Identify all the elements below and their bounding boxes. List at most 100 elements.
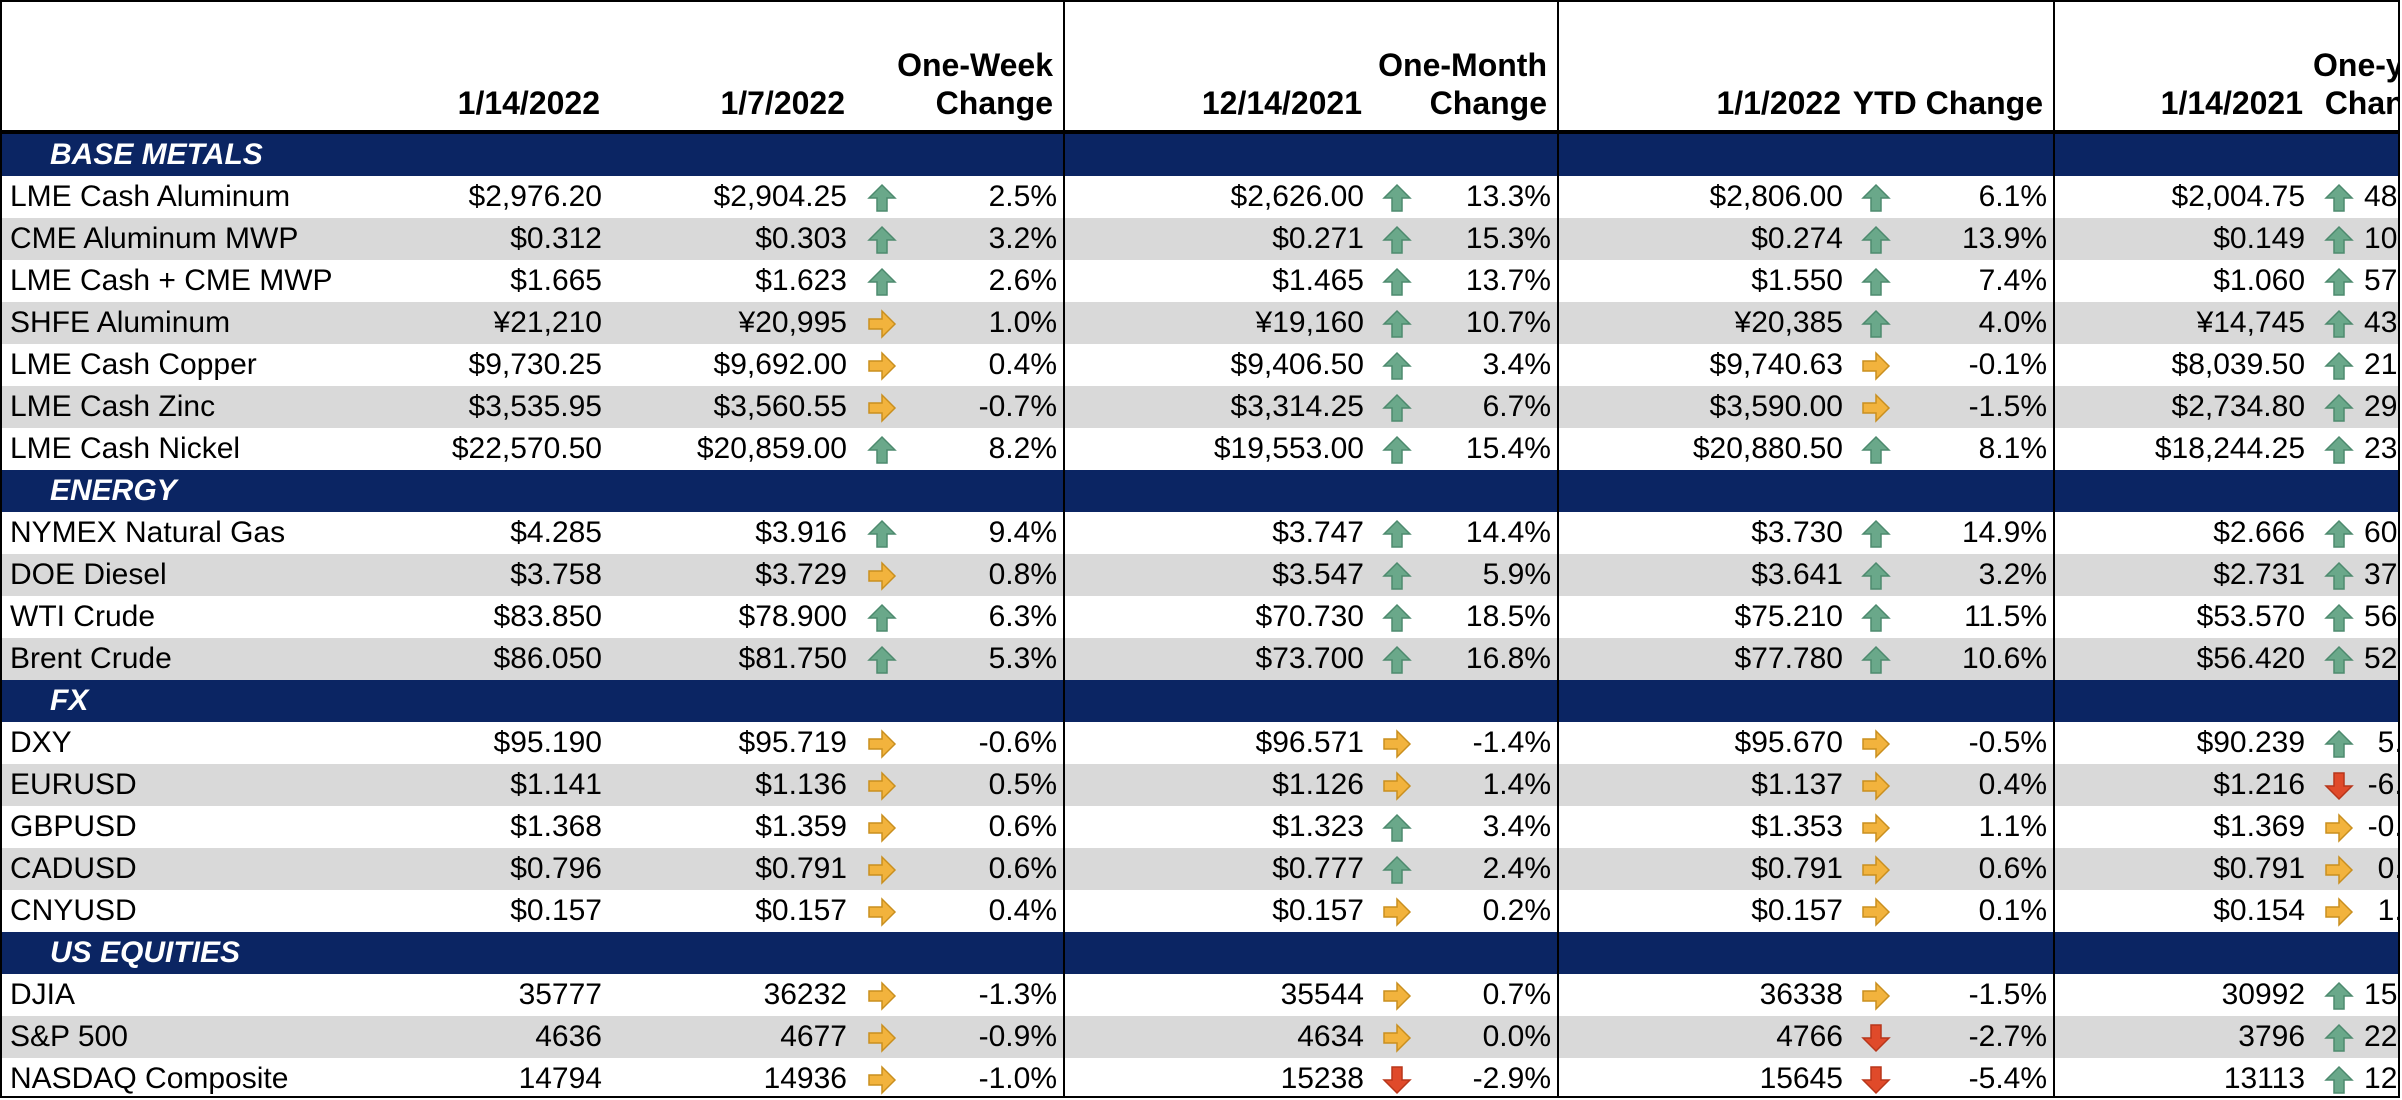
arrow-up-icon [1382, 519, 1412, 549]
arrow-right-icon [2324, 897, 2354, 927]
arrow-up-icon [1382, 435, 1412, 465]
value-prior-year: $0.791 [2053, 848, 2314, 890]
row-label: S&P 500 [2, 1016, 375, 1058]
change-indicator-cell [2313, 176, 2364, 218]
section-header-row: BASE METALS [2, 132, 2398, 176]
value-year-start: $0.157 [1557, 890, 1851, 932]
section-fill [1556, 680, 2055, 722]
arrow-up-icon [2323, 435, 2354, 465]
change-indicator-cell [2313, 764, 2365, 806]
ytd-change: 3.2% [1901, 554, 2055, 596]
one-month-change: 0.0% [1422, 1016, 1558, 1058]
value-current: ¥21,210 [375, 302, 610, 344]
change-indicator-cell [1372, 848, 1422, 890]
arrow-up-icon [1861, 225, 1891, 255]
change-indicator-cell [1851, 554, 1901, 596]
change-indicator-cell [1851, 344, 1901, 386]
change-indicator-cell [1851, 1058, 1901, 1096]
arrow-up-icon [2323, 1065, 2354, 1095]
ytd-change: 14.9% [1961, 516, 2048, 549]
value-year-start: $3.641 [1557, 554, 1851, 596]
value-current: $1.368 [510, 810, 602, 843]
value-prior-year: $0.149 [2053, 218, 2314, 260]
change-indicator-cell [1372, 638, 1422, 680]
change-indicator-cell [1851, 302, 1901, 344]
arrow-up-icon [1382, 813, 1412, 843]
change-indicator-cell [1372, 806, 1422, 848]
arrow-right-icon [1382, 729, 1412, 759]
arrow-up-icon [867, 603, 897, 633]
table-row: LME Cash Copper $9,730.25 $9,692.00 0.4% $9,… [2, 344, 2398, 386]
change-indicator-cell [855, 764, 909, 806]
table-row: LME Cash + CME MWP $1.665 $1.623 2.6% $1.465… [2, 260, 2398, 302]
change-indicator-cell [1372, 596, 1422, 638]
arrow-down-icon [1382, 1065, 1412, 1095]
change-indicator-cell [1372, 260, 1422, 302]
value-prior-week: $2,904.25 [713, 180, 847, 213]
arrow-right-icon [1861, 813, 1891, 843]
change-indicator-cell [855, 176, 909, 218]
arrow-right-icon [1861, 897, 1891, 927]
row-label: GBPUSD [10, 810, 137, 843]
arrow-right-icon [2324, 813, 2354, 843]
arrow-up-icon [1861, 519, 1891, 549]
arrow-right-icon [1382, 981, 1412, 1011]
section-fill [1063, 132, 1558, 176]
arrow-up-icon [1861, 309, 1891, 339]
header-date-prior-month: 12/14/2021 [1063, 2, 1372, 132]
change-indicator-cell [1851, 596, 1901, 638]
value-year-start: $2,806.00 [1557, 176, 1851, 218]
value-current: $1.665 [510, 264, 602, 297]
value-prior-month: $9,406.50 [1063, 344, 1372, 386]
value-year-start: 15645 [1557, 1058, 1851, 1096]
ytd-change: -1.5% [1968, 978, 2048, 1011]
value-current: $0.796 [375, 848, 610, 890]
row-label: DOE Diesel [2, 554, 375, 596]
ytd-change: 1.1% [1978, 810, 2048, 843]
table-row: WTI Crude $83.850 $78.900 6.3% $70.730 18.5% $… [2, 596, 2398, 638]
value-prior-week: $20,859.00 [696, 432, 847, 465]
value-year-start: $75.210 [1557, 596, 1851, 638]
change-indicator-cell [1851, 428, 1901, 470]
arrow-right-icon [867, 855, 897, 885]
arrow-up-icon [1382, 225, 1412, 255]
row-label: SHFE Aluminum [2, 302, 375, 344]
row-label: LME Cash Zinc [2, 386, 375, 428]
value-prior-year: $18,244.25 [2053, 428, 2314, 470]
arrow-right-icon [867, 351, 897, 381]
arrow-up-icon [2323, 645, 2354, 675]
arrow-up-icon [1382, 183, 1412, 213]
value-current: $4.285 [510, 516, 602, 549]
change-indicator-cell [2313, 512, 2364, 554]
arrow-right-icon [867, 729, 897, 759]
value-prior-year: $1.060 [2053, 260, 2314, 302]
change-indicator-cell [1851, 890, 1901, 932]
value-prior-year: $1.369 [2053, 806, 2314, 848]
value-year-start: $77.780 [1557, 638, 1851, 680]
change-indicator-cell [855, 638, 909, 680]
header-blank [2, 2, 375, 132]
value-current: $22,570.50 [451, 432, 602, 465]
change-indicator-cell [1372, 512, 1422, 554]
row-label: WTI Crude [10, 600, 156, 633]
one-week-change: 1.0% [909, 302, 1064, 344]
header-date-prior-week: 1/7/2022 [720, 85, 845, 121]
change-indicator-cell [2313, 596, 2364, 638]
one-month-change: -1.4% [1472, 726, 1551, 759]
row-label: LME Cash Copper [10, 348, 257, 381]
value-prior-month: $0.157 [1063, 890, 1372, 932]
section-fill [1063, 932, 1558, 974]
one-week-change: 0.4% [988, 894, 1057, 927]
change-indicator-cell [1851, 764, 1901, 806]
arrow-right-icon [867, 561, 897, 591]
header-one-week-line2: Change [935, 85, 1053, 121]
one-year-change: 22.2% [2364, 1016, 2398, 1058]
one-month-change: 0.2% [1482, 894, 1551, 927]
section-title: BASE METALS [2, 132, 1064, 176]
arrow-up-icon [1861, 267, 1891, 297]
arrow-up-icon [867, 225, 897, 255]
arrow-right-icon [1861, 771, 1891, 801]
one-year-change: 48.5% [2364, 180, 2398, 213]
section-fill [2053, 932, 2398, 974]
value-prior-week: $0.157 [755, 894, 847, 927]
